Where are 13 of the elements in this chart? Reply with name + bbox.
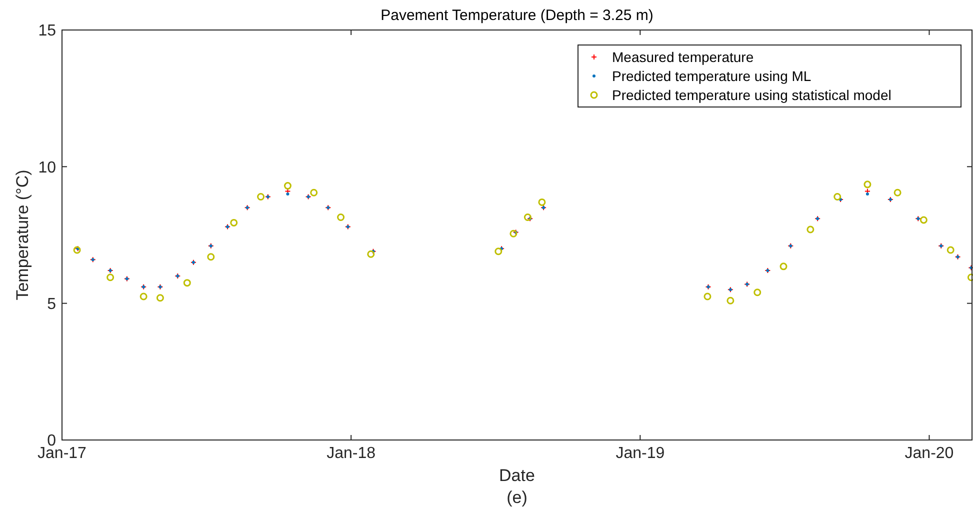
x-axis-title: Date <box>499 466 535 485</box>
legend-label: Predicted temperature using ML <box>612 68 812 84</box>
chart-title: Pavement Temperature (Depth = 3.25 m) <box>380 7 654 24</box>
x-tick-label: Jan-18 <box>326 445 376 462</box>
legend-label: Measured temperature <box>612 48 754 65</box>
x-tick-label: Jan-20 <box>904 445 954 462</box>
y-axis-title: Temperature (°C) <box>13 170 32 300</box>
x-tick-label: Jan-19 <box>616 445 665 462</box>
y-tick-label: 15 <box>38 22 56 40</box>
y-tick-label: 5 <box>47 296 56 313</box>
y-tick-label: 10 <box>38 159 56 176</box>
text: (e) <box>506 488 528 507</box>
legend-label: Predicted temperature using statistical model <box>612 86 892 103</box>
